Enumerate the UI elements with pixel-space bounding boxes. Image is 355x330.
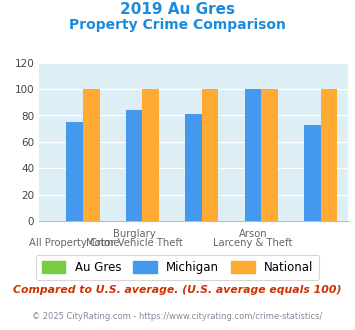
Bar (66, 122, 83, 221)
Legend: Au Gres, Michigan, National: Au Gres, Michigan, National (36, 255, 319, 280)
Text: Motor Vehicle Theft: Motor Vehicle Theft (86, 238, 182, 248)
Text: All Property Crime: All Property Crime (29, 238, 120, 248)
Bar (202, 89, 218, 221)
Bar (304, 125, 321, 221)
Bar (245, 89, 261, 221)
Text: 2019 Au Gres: 2019 Au Gres (120, 2, 235, 16)
Bar (126, 110, 142, 221)
Bar (185, 114, 202, 221)
Bar (83, 89, 100, 221)
Text: © 2025 CityRating.com - https://www.cityrating.com/crime-statistics/: © 2025 CityRating.com - https://www.city… (32, 312, 323, 321)
Bar (261, 89, 278, 221)
Text: Property Crime Comparison: Property Crime Comparison (69, 18, 286, 32)
Text: Larceny & Theft: Larceny & Theft (213, 238, 293, 248)
Text: Arson: Arson (239, 229, 267, 239)
Text: Burglary: Burglary (113, 229, 155, 239)
Bar (142, 89, 159, 221)
Text: Compared to U.S. average. (U.S. average equals 100): Compared to U.S. average. (U.S. average … (13, 285, 342, 295)
Bar (321, 89, 337, 221)
